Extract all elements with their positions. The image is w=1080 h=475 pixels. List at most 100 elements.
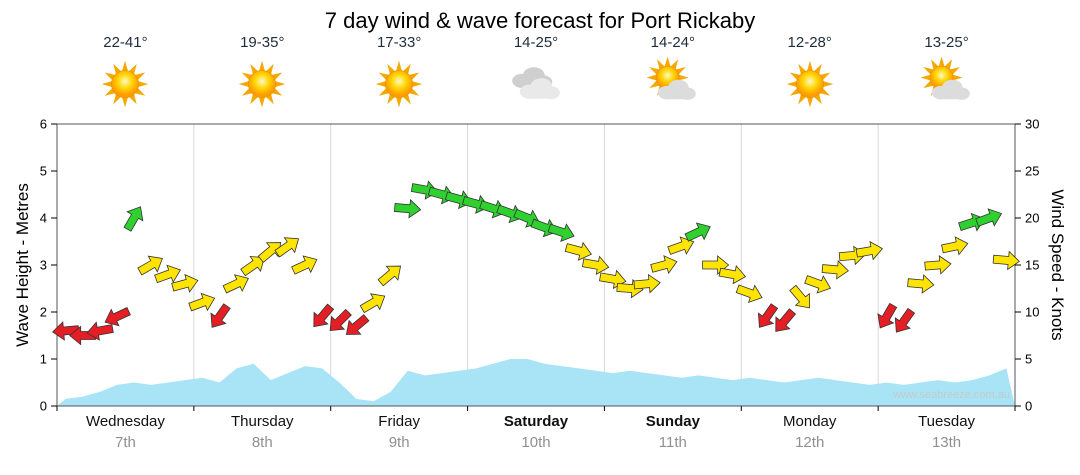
wave-axis-tick-label: 3 — [40, 258, 47, 273]
wind-arrow — [171, 273, 199, 293]
day-temp-range: 17-33° — [376, 34, 422, 51]
wind-arrow — [907, 274, 935, 294]
wind-arrow — [530, 218, 558, 238]
day-header: 14-25° — [471, 34, 601, 111]
wind-axis-tick-label: 5 — [1025, 352, 1032, 367]
wave-axis-tick-label: 2 — [40, 305, 47, 320]
wind-arrow — [616, 278, 644, 299]
wind-arrow — [329, 308, 352, 332]
day-header: 19-35° — [197, 34, 327, 111]
wind-arrow — [975, 208, 1003, 227]
wind-arrow — [877, 302, 898, 329]
wind-arrow — [313, 303, 335, 328]
wind-axis-tick-label: 15 — [1025, 258, 1039, 273]
wind-arrow — [894, 307, 916, 333]
day-header: 13-25° — [882, 34, 1012, 111]
wind-arrow — [718, 264, 747, 285]
day-header: 14-24° — [608, 34, 738, 111]
wind-arrow — [924, 255, 952, 275]
wind-arrow — [564, 241, 592, 261]
day-date: 9th — [388, 434, 410, 451]
wind-arrow — [462, 194, 490, 214]
wind-axis-tick-label: 10 — [1025, 305, 1039, 320]
wind-arrow — [188, 292, 216, 312]
day-name: Wednesday — [85, 413, 165, 430]
wind-arrow — [479, 199, 507, 219]
wind-arrow — [650, 255, 678, 275]
wind-arrow — [345, 314, 370, 335]
wind-arrow — [735, 284, 763, 303]
day-name: Saturday — [503, 413, 569, 430]
wind-arrow — [210, 303, 231, 328]
day-date: 7th — [114, 434, 136, 451]
wind-arrow — [104, 307, 131, 327]
day-temp-range: 14-25° — [513, 34, 559, 51]
day-temp-range: 14-24° — [650, 34, 696, 51]
wind-arrow — [757, 303, 779, 328]
wave-axis-tick-label: 0 — [40, 399, 47, 414]
wind-arrow — [581, 255, 610, 275]
wind-arrow — [274, 237, 300, 258]
day-date: 8th — [251, 434, 273, 451]
day-name: Tuesday — [918, 413, 976, 430]
wind-arrow — [222, 274, 249, 294]
day-date: 10th — [521, 434, 551, 451]
wind-arrow — [410, 180, 439, 200]
day-gridlines — [193, 124, 879, 406]
wind-arrow — [684, 222, 711, 242]
wind-arrow — [789, 284, 810, 309]
wind-axis-tick-label: 30 — [1025, 117, 1039, 132]
wave-axis-tick-label: 6 — [40, 117, 47, 132]
day-temp-range: 22-41° — [103, 34, 148, 51]
wind-arrow — [86, 321, 114, 341]
wind-axis-tick-label: 25 — [1025, 164, 1039, 179]
wind-arrow — [599, 269, 627, 290]
day-label: Saturday 10th — [471, 413, 601, 451]
day-header: 22-41° — [60, 34, 190, 111]
wind-arrow — [291, 255, 318, 275]
wave-axis-tick-label: 1 — [40, 352, 47, 367]
wind-arrow — [992, 250, 1020, 271]
day-label: Wednesday 7th — [60, 413, 190, 451]
wind-arrow — [821, 260, 849, 280]
sun-cloud-icon — [608, 56, 738, 111]
wind-arrow — [240, 256, 265, 277]
day-temp-range: 19-35° — [240, 34, 285, 51]
wind-arrow — [547, 223, 575, 242]
day-label: Monday 12th — [745, 413, 875, 451]
wind-arrow — [444, 190, 473, 210]
day-label: Sunday 11th — [608, 413, 738, 451]
day-date: 11th — [658, 434, 687, 451]
wind-arrow — [804, 275, 832, 294]
wind-arrow — [775, 308, 797, 332]
wind-arrows — [52, 180, 1020, 346]
day-label: Friday 9th — [334, 413, 464, 451]
wind-arrow — [667, 236, 695, 255]
left-axis-title: Wave Height - Metres — [13, 183, 32, 347]
wind-arrow — [958, 212, 986, 232]
wind-arrow — [427, 185, 456, 205]
wind-arrow — [257, 242, 282, 263]
day-date: 12th — [795, 434, 825, 451]
wind-arrow — [941, 236, 969, 256]
day-name: Monday — [783, 413, 837, 430]
page-title: 7 day wind & wave forecast for Port Rick… — [324, 8, 756, 33]
watermark: www.seabreeze.com.au — [893, 389, 1010, 401]
wave-axis-tick-label: 5 — [40, 164, 47, 179]
wind-arrow — [359, 293, 386, 314]
day-label: Thursday 8th — [197, 413, 327, 451]
wind-arrow — [633, 273, 661, 294]
sun-icon — [334, 57, 464, 111]
day-label: Tuesday 13th — [882, 413, 1012, 451]
sun-icon — [745, 57, 875, 111]
day-temp-range: 13-25° — [924, 34, 969, 51]
wind-arrow — [855, 240, 884, 261]
wind-arrow — [123, 206, 144, 232]
sun-cloud-icon — [882, 56, 1012, 111]
wind-arrow — [702, 255, 730, 275]
wind-axis-tick-label: 0 — [1025, 399, 1032, 414]
day-temp-range: 12-28° — [787, 34, 832, 51]
wind-arrow — [393, 198, 422, 219]
day-header: 12-28° — [745, 34, 875, 111]
